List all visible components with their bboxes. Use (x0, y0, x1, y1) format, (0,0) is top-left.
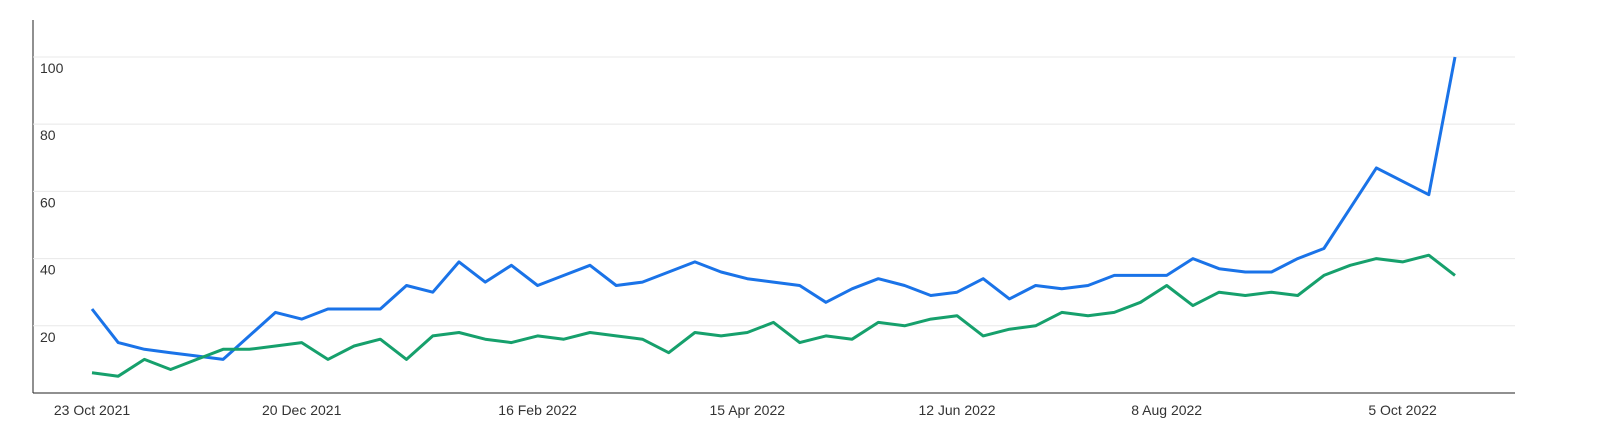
y-tick-label: 40 (40, 262, 56, 278)
x-tick-label: 8 Aug 2022 (1131, 402, 1202, 418)
x-tick-label: 12 Jun 2022 (918, 402, 995, 418)
x-tick-label: 16 Feb 2022 (498, 402, 577, 418)
series-line (91, 253, 1456, 378)
x-tick-label: 5 Oct 2022 (1368, 402, 1437, 418)
x-tick-label: 20 Dec 2021 (262, 402, 342, 418)
x-tick-label: 15 Apr 2022 (710, 402, 786, 418)
x-tick-label: 23 Oct 2021 (54, 402, 130, 418)
y-tick-label: 80 (40, 127, 56, 143)
y-tick-label: 100 (40, 60, 64, 76)
series-line (90, 56, 1457, 361)
y-tick-label: 20 (40, 329, 56, 345)
y-tick-label: 60 (40, 194, 56, 210)
